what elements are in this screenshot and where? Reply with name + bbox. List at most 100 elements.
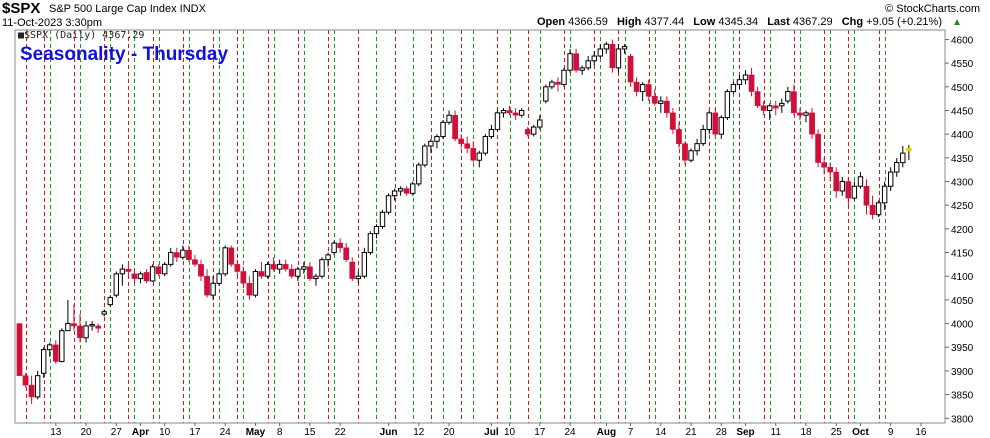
candle-body-down	[192, 259, 198, 265]
candle-body-up	[785, 91, 791, 102]
candle-body-up	[857, 176, 864, 187]
quote-summary: Open 4366.59 High 4377.44 Low 4345.34 La…	[537, 16, 962, 28]
candle	[785, 86, 791, 104]
candle-body-up	[591, 55, 597, 62]
last-value: 4367.29	[792, 16, 833, 28]
candle-body-down	[712, 112, 719, 135]
candle-body-up	[59, 330, 65, 362]
candle	[815, 129, 821, 168]
candle-body-down	[337, 242, 343, 249]
candle	[827, 162, 834, 182]
candle	[500, 108, 507, 118]
candle-body-up	[440, 121, 446, 138]
candle-body-up	[107, 297, 113, 306]
candle-body-down	[797, 112, 803, 116]
candle-body-down	[670, 112, 676, 130]
candle	[216, 271, 222, 286]
x-tick-label: 15	[304, 427, 316, 438]
candle-body-up	[694, 143, 700, 152]
candle-body-up	[65, 323, 71, 332]
candle-body-up	[688, 150, 694, 161]
x-tick-label: 12	[413, 427, 425, 438]
candle	[410, 181, 416, 196]
plot-frame	[14, 29, 946, 424]
candle-body-down	[125, 268, 132, 272]
candle	[900, 146, 906, 168]
series-legend: ■$SPX (Daily) 4367.29	[18, 30, 145, 41]
candle-body-down	[512, 112, 519, 116]
candle-body-down	[22, 375, 29, 386]
candle	[736, 74, 743, 90]
candle-body-down	[633, 81, 640, 92]
candle	[71, 304, 77, 331]
x-tick-label: Jul	[484, 427, 499, 438]
candle-body-up	[149, 266, 156, 282]
candle	[512, 108, 519, 120]
candle-body-up	[736, 79, 743, 85]
candle	[458, 134, 464, 149]
candle-body-down	[609, 43, 616, 69]
candle	[131, 269, 138, 284]
candle-body-up	[295, 268, 301, 277]
candle	[391, 188, 398, 201]
candle	[894, 157, 900, 177]
candle	[83, 321, 89, 343]
candle	[252, 269, 259, 298]
candle	[627, 53, 634, 87]
candle	[428, 138, 434, 154]
candle	[724, 89, 731, 120]
candle	[488, 124, 495, 139]
candle	[89, 321, 95, 331]
candle-body-up	[34, 375, 41, 398]
candle	[742, 70, 749, 85]
candle	[422, 143, 428, 168]
candle	[155, 264, 162, 277]
candle	[857, 172, 864, 189]
candle	[670, 108, 676, 135]
x-tick-label: 7	[628, 427, 634, 438]
candle	[851, 181, 858, 201]
candle-body-down	[555, 81, 561, 85]
candle-body-up	[180, 249, 186, 258]
x-tick-label: 18	[800, 427, 812, 438]
high-value: 4377.44	[644, 16, 685, 28]
candle-body-up	[264, 263, 271, 277]
candle-body-up	[422, 145, 428, 166]
candle	[881, 181, 888, 210]
candle-body-up	[168, 252, 174, 265]
candle	[579, 65, 585, 75]
candle-body-up	[803, 112, 809, 116]
candle	[706, 110, 712, 135]
candle-body-up	[543, 86, 549, 102]
candle	[198, 259, 204, 281]
candle	[664, 96, 670, 118]
candle-body-up	[252, 270, 259, 296]
candle-body-up	[355, 275, 362, 280]
x-tick-label: 9	[888, 427, 894, 438]
candle	[22, 373, 29, 388]
candle-body-up	[276, 263, 283, 270]
change-label: Chg	[841, 16, 864, 28]
candle-body-up	[416, 164, 422, 185]
candle	[28, 375, 35, 405]
x-tick-label: May	[246, 427, 266, 438]
candle-body-up	[494, 112, 501, 130]
candle	[809, 108, 815, 139]
candle	[730, 82, 737, 94]
ticker-description: S&P 500 Large Cap Index INDX	[49, 3, 206, 15]
low-value: 4345.34	[718, 16, 759, 28]
candle-body-down	[234, 264, 241, 272]
candle-body-down	[343, 247, 350, 260]
x-tick-label: Aug	[597, 427, 616, 438]
y-tick-label: 3800	[951, 414, 974, 425]
x-tick-label: Jun	[380, 427, 398, 438]
candle-body-down	[760, 105, 767, 111]
candle	[16, 323, 23, 376]
candle	[597, 44, 603, 59]
candle-body-up	[331, 242, 337, 254]
candle-body-down	[470, 148, 477, 161]
y-tick-label: 4400	[951, 130, 974, 141]
candle-body-up	[162, 263, 168, 275]
x-tick-label: 14	[655, 427, 667, 438]
candle-body-down	[627, 55, 634, 83]
